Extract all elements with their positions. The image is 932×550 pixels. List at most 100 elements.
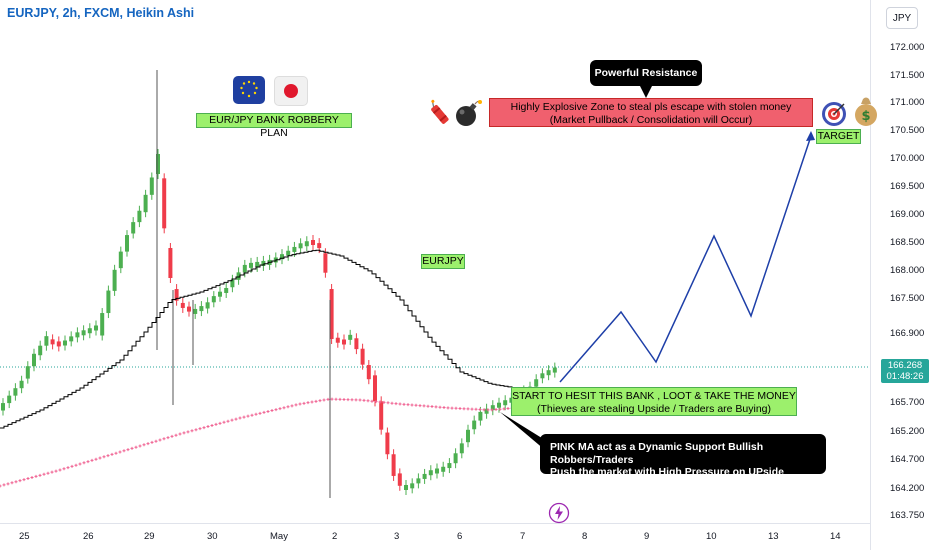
time-label: 9 xyxy=(644,531,650,542)
ma-marker xyxy=(66,466,70,470)
ma-marker xyxy=(398,402,402,406)
ma-marker xyxy=(302,401,306,405)
ma-marker xyxy=(206,425,210,429)
ma-marker xyxy=(506,407,510,411)
candle xyxy=(13,388,18,396)
price-axis[interactable] xyxy=(870,0,932,550)
ma-marker xyxy=(146,442,150,446)
candle xyxy=(478,411,483,421)
ma-marker xyxy=(294,403,298,407)
candle xyxy=(255,261,260,267)
candle xyxy=(218,291,222,297)
ma-marker xyxy=(326,397,330,401)
ma-marker xyxy=(54,469,58,473)
candle xyxy=(453,453,458,464)
ma-marker xyxy=(430,405,434,409)
ma-marker xyxy=(278,407,282,411)
time-axis[interactable] xyxy=(0,523,870,524)
candle xyxy=(428,470,433,476)
candle xyxy=(552,367,557,373)
ma-marker xyxy=(134,445,138,449)
candle xyxy=(261,260,266,266)
candle xyxy=(286,250,291,256)
candle xyxy=(540,373,545,379)
candle xyxy=(69,336,74,342)
candle xyxy=(211,296,216,303)
candle xyxy=(366,365,371,380)
candle xyxy=(379,401,384,430)
ma-marker xyxy=(18,479,22,483)
ma-text-line1: PINK MA act as a Dynamic Support Bullish… xyxy=(550,441,764,466)
ma-marker xyxy=(2,483,6,487)
candle xyxy=(7,395,12,404)
time-label: 13 xyxy=(768,531,779,542)
ma-marker xyxy=(6,482,10,486)
bomb-icon xyxy=(456,100,482,126)
dynamite-icon xyxy=(431,99,449,124)
resistance-pointer xyxy=(640,86,652,98)
ma-marker xyxy=(314,399,318,403)
ma-marker xyxy=(262,410,266,414)
ma-marker xyxy=(210,423,214,427)
ma-marker xyxy=(422,404,426,408)
candle xyxy=(490,405,495,411)
projection-path xyxy=(559,135,812,383)
ma-marker xyxy=(74,463,78,467)
candle xyxy=(224,287,229,293)
ma-marker xyxy=(214,422,218,426)
candle xyxy=(63,340,67,346)
ma-marker xyxy=(402,402,406,406)
candle xyxy=(404,485,408,490)
price-label: 166.900 xyxy=(890,328,925,339)
candle xyxy=(391,454,396,476)
candle xyxy=(19,380,24,389)
candle-countdown: 01:48:26 xyxy=(886,371,924,382)
ma-marker xyxy=(50,470,54,474)
ma-marker xyxy=(46,471,50,475)
candle xyxy=(205,302,210,309)
currency-selector[interactable]: JPY xyxy=(886,7,918,29)
chart-title: EURJPY, 2h, FXCM, Heikin Ashi xyxy=(7,6,195,20)
ma-marker xyxy=(202,426,206,430)
ma-marker xyxy=(478,408,482,411)
ma-marker xyxy=(434,405,438,409)
price-label: 168.000 xyxy=(890,265,925,276)
ma-marker xyxy=(254,412,258,416)
plan-label: EUR/JPY BANK ROBBERY PLAN xyxy=(196,113,352,139)
japan-flag-icon xyxy=(274,76,308,106)
ma-marker xyxy=(90,458,94,462)
ma-marker xyxy=(178,432,182,436)
candle xyxy=(441,466,446,472)
candle xyxy=(329,289,334,339)
lightning-icon[interactable] xyxy=(548,502,570,524)
ma-marker xyxy=(110,452,114,456)
ma-marker xyxy=(142,443,146,447)
candle xyxy=(298,243,303,249)
ma-marker xyxy=(218,421,222,425)
candle xyxy=(292,246,297,252)
ma-marker xyxy=(94,457,98,461)
price-label: 167.500 xyxy=(890,293,925,304)
ma-marker xyxy=(34,474,38,478)
candle xyxy=(230,279,235,288)
explosive-zone-box: Highly Explosive Zone to steal pls escap… xyxy=(489,98,813,127)
time-label: 7 xyxy=(520,531,526,542)
ma-marker xyxy=(466,407,470,411)
ma-marker xyxy=(258,411,262,415)
candle xyxy=(435,468,439,474)
ma-marker xyxy=(310,400,314,404)
time-label: 29 xyxy=(144,531,155,542)
candle xyxy=(422,473,427,479)
ma-marker xyxy=(426,404,430,408)
ma-marker xyxy=(30,475,34,479)
ma-marker xyxy=(306,401,310,405)
price-label: 169.000 xyxy=(890,209,925,220)
candle xyxy=(125,235,129,252)
ma-marker xyxy=(162,437,166,441)
price-label: 164.700 xyxy=(890,454,925,465)
candle xyxy=(242,264,247,273)
ma-marker xyxy=(362,398,366,402)
candle xyxy=(472,420,477,430)
ma-marker xyxy=(298,402,302,406)
